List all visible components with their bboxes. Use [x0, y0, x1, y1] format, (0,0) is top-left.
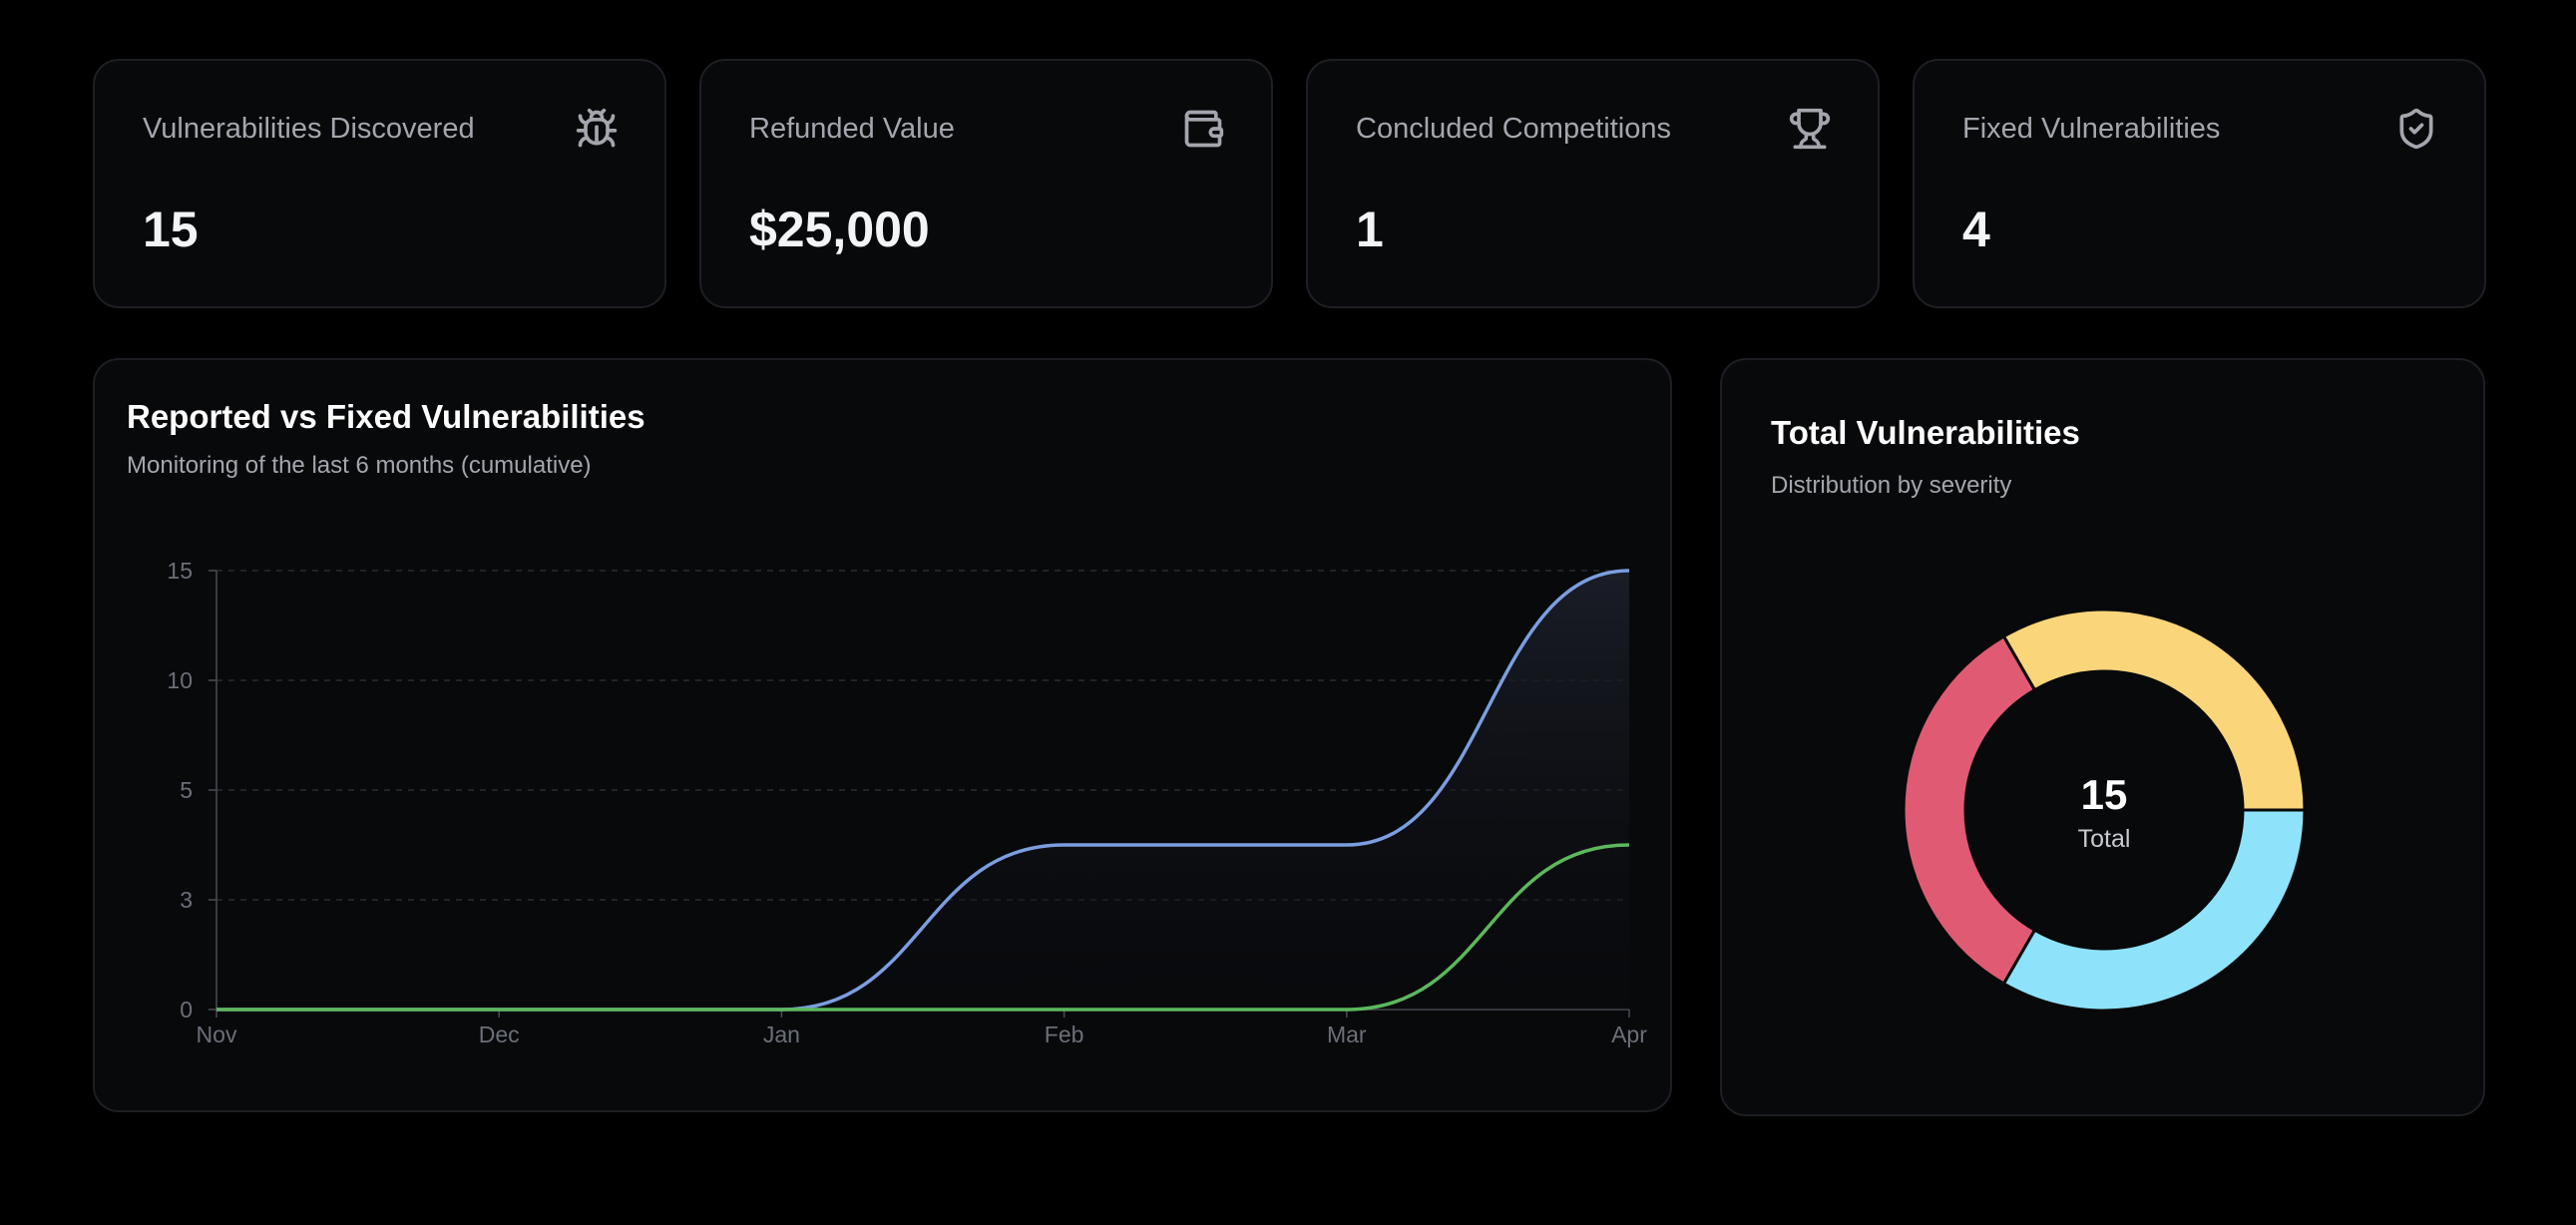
bug-icon [575, 107, 619, 151]
x-tick-label: Feb [1045, 1021, 1084, 1047]
y-tick-label: 5 [180, 777, 193, 803]
total-vulnerabilities-panel: Total Vulnerabilities Distribution by se… [1720, 358, 2485, 1116]
stat-value: 4 [1962, 202, 1990, 257]
donut-slice[interactable] [1902, 633, 2037, 987]
series-line-fixed [215, 843, 1630, 1012]
panel-title: Reported vs Fixed Vulnerabilities [127, 398, 645, 435]
panel-title: Total Vulnerabilities [1771, 414, 2080, 451]
y-tick-label: 0 [180, 997, 193, 1022]
panel-subtitle: Monitoring of the last 6 months (cumulat… [127, 452, 592, 479]
x-tick-label: Jan [763, 1021, 800, 1047]
shield-check-icon [2394, 107, 2438, 151]
stat-title: Concluded Competitions [1356, 113, 1671, 145]
stat-title: Vulnerabilities Discovered [143, 113, 475, 145]
donut-chart: 15 Total [1902, 608, 2307, 1013]
donut-center-label: Total [2078, 825, 2131, 853]
x-tick-label: Mar [1327, 1021, 1367, 1047]
stat-value: 1 [1356, 202, 1384, 257]
wallet-icon [1181, 107, 1225, 151]
line-chart: 0 3 5 10 15 Nov Dec Jan Feb Mar Apr [167, 558, 1647, 1047]
donut-slice[interactable] [2001, 608, 2307, 812]
panel-subtitle: Distribution by severity [1771, 472, 2012, 499]
stat-card-refunded-value: Refunded Value $25,000 [699, 59, 1273, 308]
y-tick-label: 3 [180, 887, 193, 913]
y-tick-label: 15 [167, 558, 193, 584]
stat-card-fixed-vulnerabilities: Fixed Vulnerabilities 4 [1913, 59, 2486, 308]
stat-card-concluded-competitions: Concluded Competitions 1 [1306, 59, 1880, 308]
stat-value: $25,000 [749, 202, 930, 257]
x-tick-label: Nov [197, 1021, 237, 1047]
reported-vs-fixed-panel: Reported vs Fixed Vulnerabilities Monito… [93, 358, 1672, 1112]
donut-center-value: 15 [2081, 771, 2128, 818]
stat-value: 15 [143, 202, 199, 257]
donut-slice[interactable] [2001, 808, 2307, 1013]
y-tick-label: 10 [167, 667, 193, 693]
stat-title: Fixed Vulnerabilities [1962, 113, 2221, 145]
trophy-icon [1788, 107, 1832, 151]
stat-card-vulnerabilities-discovered: Vulnerabilities Discovered 15 [93, 59, 666, 308]
stat-title: Refunded Value [749, 113, 955, 145]
x-tick-label: Dec [479, 1021, 520, 1047]
series-area-reported [216, 571, 1629, 1010]
x-tick-label: Apr [1611, 1021, 1647, 1047]
